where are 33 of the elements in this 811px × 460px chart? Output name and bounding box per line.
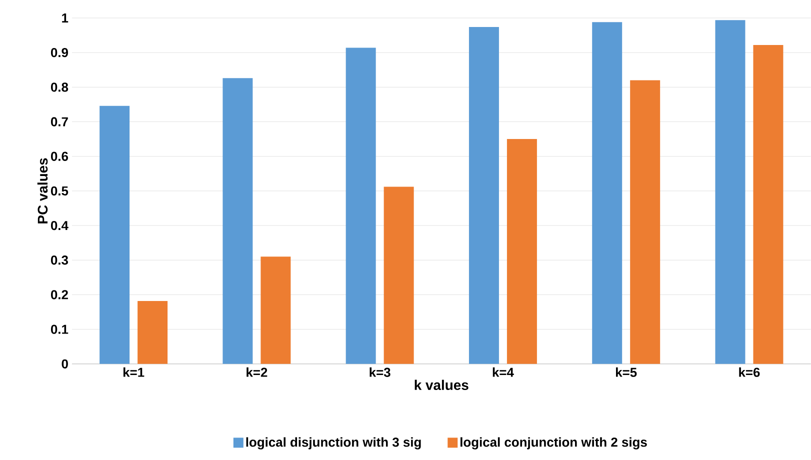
x-tick-label: k=5 bbox=[616, 367, 637, 377]
y-tick-label: 0.3 bbox=[50, 256, 68, 265]
bar bbox=[138, 301, 168, 364]
bar bbox=[384, 186, 414, 364]
x-tick-label: k=3 bbox=[370, 367, 390, 378]
y-tick-label: 0.4 bbox=[50, 221, 68, 230]
bar bbox=[630, 80, 660, 364]
x-tick-label: k=4 bbox=[492, 367, 514, 377]
bar bbox=[592, 22, 622, 364]
y-tick-label: 0.2 bbox=[50, 290, 68, 300]
x-tick-label: k=6 bbox=[739, 367, 760, 377]
bar bbox=[100, 106, 130, 364]
bar bbox=[260, 256, 291, 364]
x-tick-label: k=2 bbox=[246, 367, 268, 377]
y-axis-title: PC values bbox=[37, 158, 48, 224]
legend-label: logical conjunction with 2 sigs bbox=[460, 437, 647, 450]
bar bbox=[468, 27, 499, 364]
x-axis-title: k values bbox=[414, 380, 468, 390]
x-tick-label: k=1 bbox=[123, 367, 144, 377]
bar bbox=[222, 78, 253, 364]
y-tick-label: 0.7 bbox=[50, 117, 68, 126]
y-tick-label: 0.8 bbox=[50, 82, 68, 92]
y-tick-label: 1 bbox=[62, 14, 68, 23]
legend-label: logical disjunction with 3 sig bbox=[246, 437, 421, 450]
y-tick-label: 0.1 bbox=[50, 324, 68, 334]
bar bbox=[506, 139, 537, 364]
bar bbox=[753, 45, 784, 364]
bar bbox=[715, 20, 746, 364]
y-tick-label: 0.6 bbox=[50, 152, 68, 161]
bar bbox=[346, 48, 376, 364]
y-tick-label: 0.5 bbox=[50, 186, 68, 196]
y-tick-label: 0.9 bbox=[50, 48, 68, 58]
y-tick-label: 0 bbox=[62, 359, 68, 369]
